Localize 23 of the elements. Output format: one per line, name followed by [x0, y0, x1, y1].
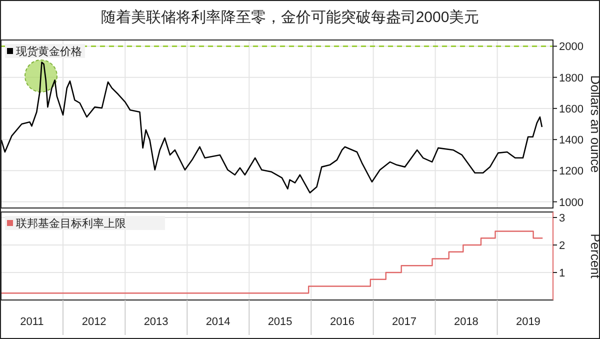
y-tick-label: 2: [559, 240, 566, 252]
y-tick-label: 2000: [559, 41, 584, 54]
legend-label: 现货黄金价格: [16, 45, 82, 58]
legend-label: 联邦基金目标利率上限: [16, 217, 126, 230]
y-tick-label: 3: [559, 212, 566, 224]
x-tick-label: 2019: [516, 316, 540, 328]
x-tick-label: 2013: [144, 316, 168, 328]
line-series: [0, 62, 543, 194]
x-tick-label: 2017: [392, 316, 416, 328]
x-tick-label: 2016: [330, 316, 354, 328]
x-tick-label: 2012: [82, 316, 106, 328]
x-tick-label: 2011: [20, 316, 44, 328]
y-axis-title: Percent: [588, 234, 600, 279]
x-tick-label: 2015: [268, 316, 292, 328]
chart-title: 随着美联储将利率降至零，金价可能突破每盎司2000美元: [100, 9, 480, 26]
x-tick-label: 2014: [206, 316, 230, 328]
x-tick-label: 2018: [454, 316, 478, 328]
y-tick-label: 1800: [559, 72, 584, 84]
y-tick-label: 1400: [559, 134, 584, 147]
y-tick-label: 1: [559, 268, 566, 280]
y-tick-label: 1000: [559, 196, 584, 209]
y-tick-label: 1200: [559, 166, 584, 178]
y-tick-label: 1600: [559, 103, 584, 116]
